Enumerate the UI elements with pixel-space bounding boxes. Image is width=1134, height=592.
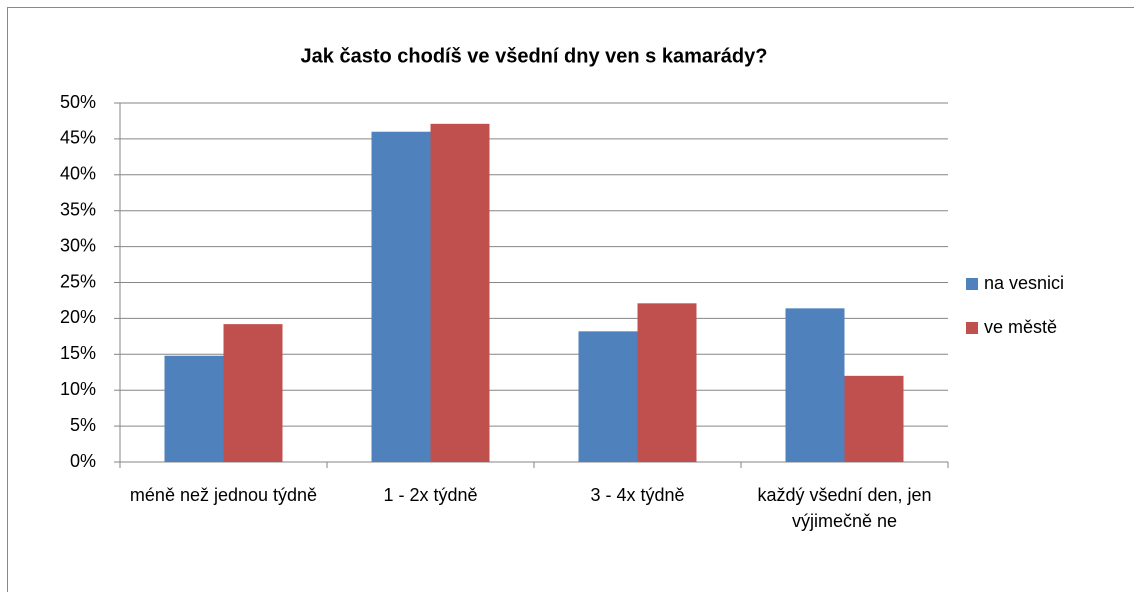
bar — [578, 331, 638, 462]
x-tick-label: 3 - 4x týdně — [590, 485, 685, 505]
x-tick-label: 1 - 2x týdně — [383, 485, 478, 505]
y-tick-label: 35% — [60, 199, 96, 219]
chart-border — [7, 7, 1134, 592]
bar — [637, 303, 697, 462]
bar — [371, 131, 431, 462]
legend-swatch — [966, 322, 978, 334]
y-tick-label: 20% — [60, 307, 96, 327]
bar — [785, 308, 845, 462]
y-tick-label: 45% — [60, 128, 96, 148]
bar — [164, 355, 224, 462]
bar — [223, 324, 283, 462]
x-tick-label: méně než jednou týdně — [129, 485, 318, 505]
y-tick-label: 50% — [60, 92, 96, 112]
y-tick-label: 40% — [60, 164, 96, 184]
y-tick-label: 15% — [60, 343, 96, 363]
x-tick-label: každý všední den, jen výjimečně ne — [757, 485, 932, 531]
y-tick-label: 0% — [70, 451, 96, 471]
y-tick-label: 25% — [60, 271, 96, 291]
y-tick-label: 10% — [60, 379, 96, 399]
chart-title: Jak často chodíš ve všední dny ven s kam… — [301, 45, 768, 67]
legend-swatch — [966, 278, 978, 290]
bar — [430, 123, 490, 463]
legend-label: na vesnici — [984, 273, 1064, 293]
y-tick-label: 5% — [70, 415, 96, 435]
legend-label: ve městě — [984, 317, 1057, 337]
bar — [844, 375, 904, 462]
y-tick-label: 30% — [60, 235, 96, 255]
